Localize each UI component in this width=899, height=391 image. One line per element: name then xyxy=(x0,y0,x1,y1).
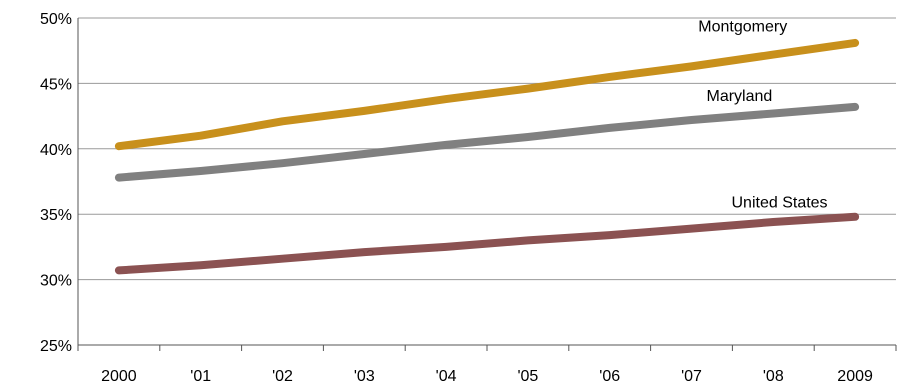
y-tick-label: 50% xyxy=(40,11,72,28)
data-point-united-states xyxy=(200,264,202,266)
data-point-united-states xyxy=(527,239,529,241)
data-point-montgomery xyxy=(445,98,447,100)
gridlines xyxy=(78,17,896,281)
data-point-montgomery xyxy=(854,42,856,44)
series-line-united-states xyxy=(114,212,860,275)
x-tick-label: '03 xyxy=(354,368,375,385)
data-point-maryland xyxy=(445,144,447,146)
x-axis-tick-labels: 2000 '01 '02 '03 '04 '05 '06 '07 '08 2009 xyxy=(101,368,873,385)
data-point-montgomery xyxy=(772,54,774,56)
data-point-maryland xyxy=(282,162,283,164)
series-line-montgomery xyxy=(114,38,860,151)
series-label-montgomery: Montgomery xyxy=(698,19,787,36)
data-point-maryland xyxy=(200,170,202,172)
y-tick-label: 40% xyxy=(40,142,72,159)
data-point-maryland xyxy=(527,136,529,138)
data-point-united-states xyxy=(445,246,447,248)
data-point-maryland xyxy=(609,127,611,129)
series-line-maryland xyxy=(114,102,860,182)
data-point-montgomery xyxy=(363,110,365,112)
data-point-montgomery xyxy=(200,135,202,137)
data-point-united-states xyxy=(363,251,365,253)
data-point-united-states xyxy=(691,228,692,230)
x-tick-label: '06 xyxy=(599,368,620,385)
series-label-maryland: Maryland xyxy=(707,88,773,105)
data-point-maryland xyxy=(691,119,692,121)
y-axis-tick-labels: 25% 30% 35% 40% 45% 50% xyxy=(40,11,72,355)
series-lines xyxy=(114,38,860,275)
data-point-montgomery xyxy=(691,65,692,67)
data-point-montgomery xyxy=(118,145,120,147)
x-tick-label: '07 xyxy=(681,368,702,385)
y-tick-label: 25% xyxy=(40,338,72,355)
data-point-united-states xyxy=(854,216,856,218)
x-tick-label: 2000 xyxy=(101,368,137,385)
data-point-maryland xyxy=(854,106,856,108)
x-tick-label: '08 xyxy=(763,368,784,385)
data-point-united-states xyxy=(772,221,774,223)
data-point-montgomery xyxy=(282,120,283,122)
data-point-maryland xyxy=(772,112,774,114)
x-tick-label: '04 xyxy=(436,368,457,385)
axes xyxy=(77,18,896,346)
x-tick-label: 2009 xyxy=(837,368,873,385)
data-point-maryland xyxy=(363,153,365,155)
data-point-united-states xyxy=(118,269,120,271)
data-point-united-states xyxy=(282,258,283,260)
y-tick-label: 35% xyxy=(40,207,72,224)
series-label-united-states: United States xyxy=(732,195,828,212)
data-point-montgomery xyxy=(527,88,529,90)
x-tick-label: '05 xyxy=(517,368,538,385)
data-point-maryland xyxy=(118,177,120,179)
series-labels: Montgomery Maryland United States xyxy=(698,19,827,212)
data-point-united-states xyxy=(609,234,611,236)
x-tick-label: '02 xyxy=(272,368,293,385)
x-tick-label: '01 xyxy=(190,368,211,385)
y-tick-label: 45% xyxy=(40,76,72,93)
y-tick-label: 30% xyxy=(40,273,72,290)
x-axis-ticks xyxy=(77,345,897,351)
data-point-montgomery xyxy=(609,76,611,78)
